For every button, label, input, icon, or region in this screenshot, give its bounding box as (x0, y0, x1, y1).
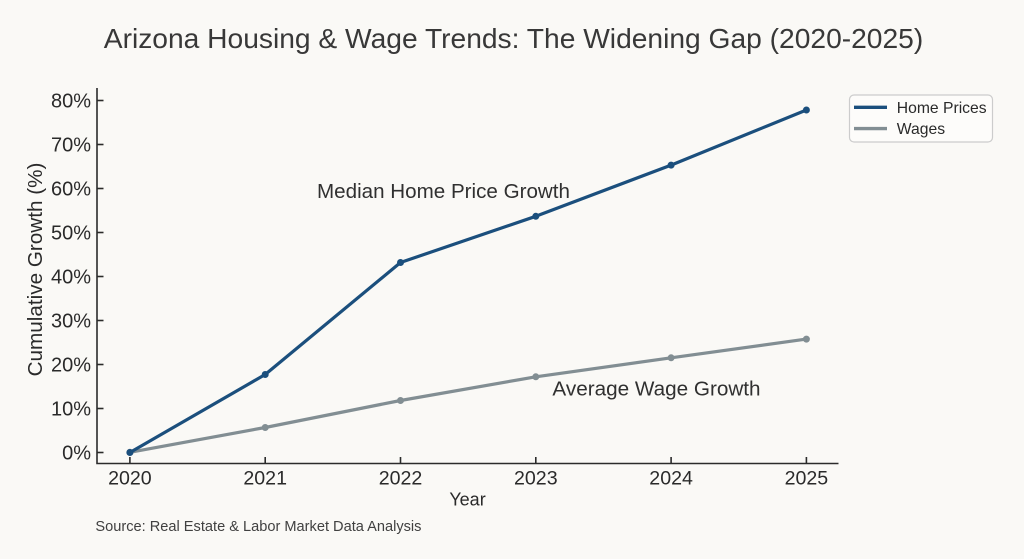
svg-text:2024: 2024 (649, 468, 693, 490)
svg-text:Average Wage Growth: Average Wage Growth (552, 378, 760, 401)
svg-text:50%: 50% (51, 223, 91, 245)
svg-text:40%: 40% (51, 267, 91, 289)
svg-text:Arizona Housing & Wage Trends:: Arizona Housing & Wage Trends: The Widen… (104, 22, 923, 54)
svg-text:2021: 2021 (243, 468, 287, 490)
svg-text:Year: Year (449, 490, 485, 510)
svg-text:Median Home Price Growth: Median Home Price Growth (317, 180, 570, 203)
svg-text:10%: 10% (51, 399, 91, 421)
svg-text:2023: 2023 (514, 468, 558, 490)
svg-text:70%: 70% (51, 135, 91, 157)
svg-text:30%: 30% (51, 311, 91, 333)
svg-text:Wages: Wages (897, 121, 945, 138)
svg-text:20%: 20% (51, 355, 91, 377)
svg-text:2025: 2025 (785, 468, 829, 490)
svg-text:60%: 60% (51, 179, 91, 201)
svg-text:Home Prices: Home Prices (897, 100, 987, 117)
svg-text:Source: Real Estate & Labor Ma: Source: Real Estate & Labor Market Data … (95, 519, 421, 535)
svg-text:2022: 2022 (379, 468, 423, 490)
svg-text:80%: 80% (51, 91, 91, 113)
svg-text:0%: 0% (62, 443, 91, 465)
svg-text:Cumulative Growth (%): Cumulative Growth (%) (24, 163, 47, 377)
svg-text:2020: 2020 (108, 468, 152, 490)
